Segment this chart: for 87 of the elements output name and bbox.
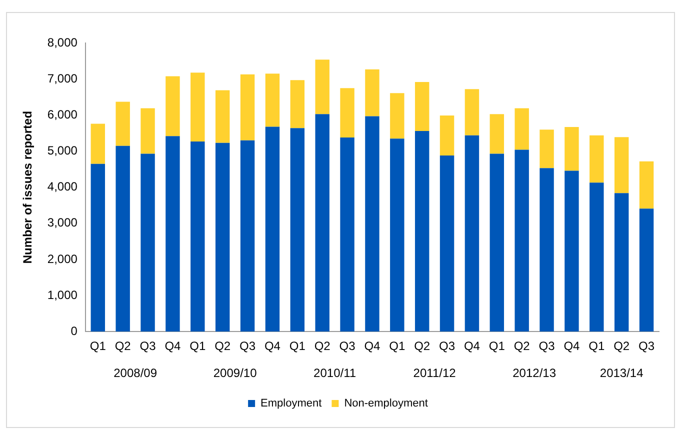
y-tick-label: 7,000 [47,71,78,86]
bar [340,138,354,332]
text: 2012/13 [512,366,556,380]
x-tick-label: Q3 [240,339,256,354]
text: 2010/11 [314,366,356,380]
y-axis-title: Number of issues reported [20,110,35,264]
bar [215,142,230,332]
x-tick-label: Q2 [414,339,430,354]
bar [564,127,579,171]
x-tick-label: Q3 [140,339,156,354]
bar [490,114,504,154]
bar [514,108,529,150]
bar [340,88,354,138]
x-tick-label: Q2 [114,339,132,354]
text: 2008/09 [114,366,158,380]
bar [614,137,629,194]
bar [290,128,305,332]
x-tick-label: Q1 [190,339,206,354]
bar [590,135,604,183]
x-tick-label: Q1 [588,339,605,354]
x-tick-label: Q2 [214,339,231,354]
bar [315,60,330,114]
bar [290,80,305,128]
x-tick-label: Q3 [339,339,356,354]
y-tick-label: 1,000 [47,288,78,302]
x-tick-label: Q3 [638,339,655,354]
bar [365,116,380,332]
bar [166,136,180,332]
bar [490,154,504,332]
bar [639,208,654,332]
bar [464,89,480,136]
bar [190,141,205,332]
legend-label: Employment [260,398,322,410]
bar [315,114,330,332]
bar [540,130,554,168]
bar [540,168,554,332]
bar [390,138,404,332]
bar [564,170,579,332]
bar [90,164,106,332]
bar [116,102,130,146]
x-tick-label: Q3 [439,339,456,354]
bar [140,108,155,154]
x-tick-label: Q1 [289,339,306,354]
bar [116,146,130,332]
y-tick-label: 4,000 [47,180,78,194]
x-tick-label: Q4 [164,339,182,354]
legend-label: Non-employment [344,398,428,410]
bar [240,140,255,332]
x-tick-label: Q1 [90,339,106,354]
text: 2011/12 [413,366,456,380]
bar [590,182,604,332]
bar [265,126,280,332]
bar [414,131,430,332]
x-tick-label: Q1 [488,339,506,354]
bar [215,90,230,143]
bar [265,74,280,127]
bar [190,72,205,142]
bar [140,154,155,332]
y-tick-label: 0 [70,324,78,338]
x-tick-label: Q4 [364,339,381,354]
text: 2013/14 [600,366,644,380]
bar [166,76,180,136]
bar [90,124,106,164]
x-tick-label: Q4 [264,339,281,354]
bar [240,74,255,140]
y-tick-label: 3,000 [47,216,78,230]
y-tick-label: 8,000 [47,35,78,50]
x-tick-label: Q2 [314,339,331,354]
bar [464,135,480,332]
bar [514,150,529,332]
y-tick-label: 5,000 [47,144,78,158]
x-tick-label: Q3 [538,339,556,354]
bar [639,161,654,209]
bar [365,69,380,116]
x-tick-label: Q1 [389,339,406,354]
x-tick-label: Q2 [614,339,630,354]
x-tick-label: Q4 [564,339,580,354]
bar [414,82,430,132]
y-tick-label: 2,000 [47,252,78,266]
bar [440,156,454,332]
x-tick-label: Q2 [514,339,530,354]
bar [440,116,454,156]
bar [614,193,629,332]
x-tick-label: Q4 [464,339,480,354]
bar [390,93,404,139]
text: 2009/10 [213,366,258,380]
y-tick-label: 6,000 [47,107,78,122]
